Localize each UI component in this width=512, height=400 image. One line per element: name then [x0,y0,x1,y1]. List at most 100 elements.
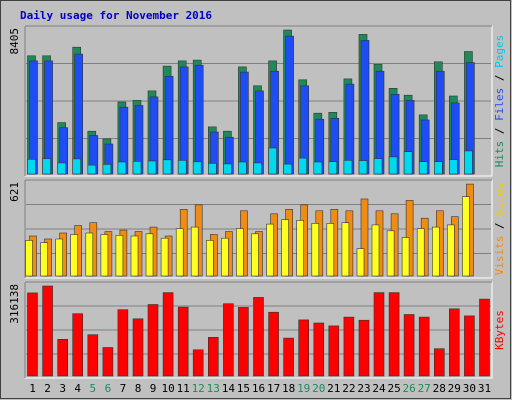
bar-sites-day-11 [175,228,184,277]
panel-legend-label: Visits / Sites [493,183,506,276]
bar-pages-day-25 [388,156,398,175]
bar-pages-day-23 [358,160,368,175]
x-tick-day-11: 11 [177,382,190,395]
bar-sites-day-5 [85,232,94,277]
x-tick-day-4: 4 [74,382,81,395]
bar-files-day-28 [435,70,445,175]
bar-kbytes-day-4 [72,313,83,377]
bar-pages-day-5 [87,164,97,175]
bar-sites-day-2 [40,242,48,277]
bar-pages-day-9 [147,160,157,175]
bar-sites-day-17 [266,223,274,277]
bar-sites-day-15 [236,228,244,277]
bar-pages-day-15 [238,161,247,175]
x-tick-day-27: 27 [418,382,431,395]
bar-kbytes-day-23 [358,319,370,377]
bar-sites-day-29 [446,224,455,277]
bar-kbytes-day-3 [57,338,69,377]
x-tick-day-26: 26 [402,382,415,395]
bar-sites-day-12 [190,226,199,277]
bar-sites-day-13 [206,240,214,277]
bar-sites-day-20 [311,223,320,277]
x-tick-day-22: 22 [342,382,355,395]
x-axis: 1 2 3 4 5 6 7 8 9 10 11 12 13 14 15 16 17 18 19 20 21 22 23 24 2… [29,382,491,395]
bar-sites-day-24 [371,224,380,277]
legend-label-pages: Pages [493,35,506,68]
x-tick-day-6: 6 [105,382,112,395]
bar-files-day-10 [164,76,174,175]
x-tick-day-20: 20 [312,382,325,395]
x-tick-day-30: 30 [463,382,476,395]
bar-kbytes-day-28 [433,348,445,377]
bar-kbytes-day-21 [328,325,340,377]
bar-kbytes-day-8 [132,318,144,377]
bar-kbytes-day-24 [373,292,385,377]
legend-label-sites: Sites [493,183,506,216]
bar-files-day-1 [29,60,38,175]
bar-pages-day-12 [192,161,202,175]
panel-visits: 621 Visits / Sites [8,179,506,279]
bar-sites-day-27 [416,228,425,277]
bar-sites-day-18 [281,219,289,277]
bar-pages-day-13 [208,163,217,175]
bar-pages-day-10 [162,159,172,175]
bar-sites-day-10 [160,237,169,277]
bar-pages-day-18 [283,163,292,175]
bar-pages-day-3 [57,162,67,175]
bar-visits-day-23 [360,198,369,277]
bar-sites-day-14 [221,237,229,277]
bar-kbytes-day-18 [283,337,294,377]
bar-files-day-23 [360,40,370,175]
bar-kbytes-day-19 [298,319,310,377]
x-tick-day-3: 3 [59,382,66,395]
bar-pages-day-24 [373,158,383,175]
x-tick-day-16: 16 [252,382,265,395]
chart-panels: 8405 Hits / Files / Pages 621 Visits / Site… [8,25,506,379]
bar-kbytes-day-25 [388,292,400,377]
x-tick-day-8: 8 [135,382,142,395]
bar-pages-day-11 [177,160,187,175]
bar-kbytes-day-17 [268,311,279,377]
bar-sites-day-19 [296,220,305,277]
bar-sites-day-25 [386,230,395,277]
bar-sites-day-28 [431,226,440,277]
legend-label-hits: Hits [493,141,506,168]
panel-legend-label: KBytes [493,310,506,350]
bar-pages-day-26 [403,151,413,175]
legend-label-visits: Visits [493,236,506,276]
bar-files-day-15 [240,71,249,175]
bar-sites-day-7 [115,235,124,277]
bar-kbytes-day-12 [192,349,204,377]
bar-sites-day-9 [145,233,154,277]
legend-separator: / [493,68,506,88]
bar-pages-day-27 [418,161,428,175]
bar-kbytes-day-9 [147,304,159,377]
bar-sites-day-6 [100,234,109,277]
bar-pages-day-14 [223,163,232,175]
bar-kbytes-day-11 [177,306,189,377]
bar-sites-day-30 [462,196,470,277]
x-tick-day-12: 12 [192,382,205,395]
bar-pages-day-4 [72,158,81,175]
x-tick-day-19: 19 [297,382,310,395]
bar-sites-day-21 [326,223,335,277]
bar-files-day-2 [44,60,53,175]
bar-pages-day-19 [298,157,308,175]
legend-label-files: Files [493,88,506,121]
bar-kbytes-day-26 [403,314,415,377]
bar-kbytes-day-1 [27,292,38,377]
legend-separator: / [493,121,506,141]
bar-pages-day-6 [102,164,112,175]
bar-pages-day-8 [132,161,142,175]
y-max-label: 621 [8,182,21,202]
bar-sites-day-4 [70,234,78,277]
bar-files-day-18 [285,35,294,175]
x-tick-day-2: 2 [44,382,51,395]
legend-separator: / [493,216,506,236]
bar-files-day-12 [194,64,204,175]
bar-pages-day-29 [448,159,458,175]
x-tick-day-18: 18 [282,382,295,395]
x-tick-day-7: 7 [120,382,127,395]
bar-pages-day-1 [27,159,36,175]
